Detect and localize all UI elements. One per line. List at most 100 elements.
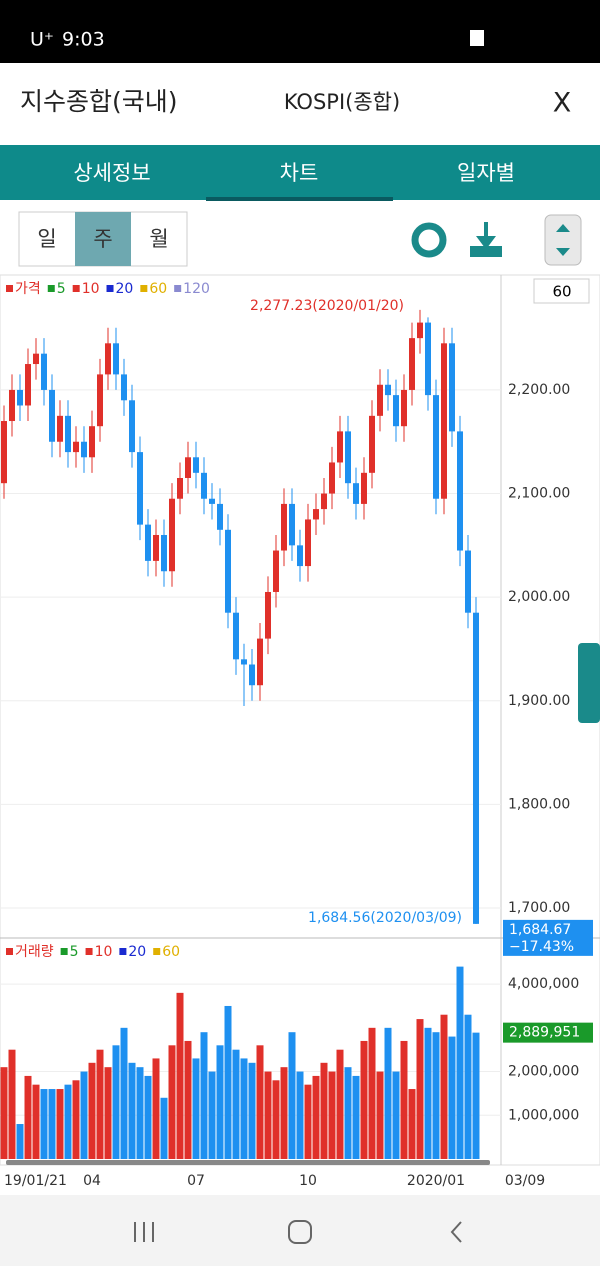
candle-body bbox=[321, 493, 327, 510]
volume-bar bbox=[360, 1040, 368, 1159]
period-button[interactable]: 주 bbox=[93, 227, 112, 251]
y-tick-label: 2,200.00 bbox=[508, 382, 570, 398]
volume-bar bbox=[112, 1045, 120, 1159]
volume-bar bbox=[64, 1084, 72, 1159]
candle-body bbox=[409, 338, 415, 390]
volume-bar bbox=[32, 1084, 40, 1159]
expand-icon bbox=[556, 224, 570, 256]
candle-body bbox=[377, 384, 383, 416]
volume-bar bbox=[152, 1058, 160, 1159]
legend-swatch bbox=[47, 285, 55, 292]
volume-bar bbox=[56, 1089, 64, 1159]
candle-body bbox=[449, 343, 455, 432]
candle-body bbox=[145, 524, 151, 561]
expand-button[interactable] bbox=[544, 214, 582, 266]
volume-bar bbox=[184, 1040, 192, 1159]
candle-body bbox=[281, 503, 287, 551]
close-button[interactable]: X bbox=[553, 88, 572, 119]
candle-body bbox=[249, 664, 255, 686]
volume-bar bbox=[312, 1075, 320, 1159]
tab[interactable]: 상세정보 bbox=[73, 161, 150, 185]
candle-body bbox=[89, 426, 95, 458]
candle-body bbox=[105, 343, 111, 375]
volume-bar bbox=[328, 1071, 336, 1159]
candle-body bbox=[257, 638, 263, 686]
nav-recent[interactable] bbox=[134, 1222, 154, 1242]
candle-body bbox=[65, 415, 71, 453]
legend-label: 20 bbox=[116, 281, 134, 297]
candle-body bbox=[273, 550, 279, 592]
nav-bar bbox=[0, 1195, 600, 1266]
candle-body bbox=[209, 498, 215, 504]
candle-body bbox=[433, 395, 439, 499]
volume-bar bbox=[280, 1067, 288, 1159]
candle-body bbox=[81, 441, 87, 458]
tab[interactable]: 차트 bbox=[280, 161, 319, 185]
volume-bar bbox=[168, 1045, 176, 1159]
header-left: 지수종합(국내) bbox=[20, 87, 178, 116]
candle-body bbox=[265, 591, 271, 639]
candle-body bbox=[401, 389, 407, 427]
price-tag bbox=[503, 919, 593, 956]
volume-bar bbox=[456, 966, 464, 1159]
high-annotation: 2,277.23(2020/01/20) bbox=[250, 298, 404, 314]
y-tick-label: 1,000,000 bbox=[508, 1107, 579, 1123]
candle-body bbox=[313, 509, 319, 520]
volume-bar bbox=[160, 1097, 168, 1159]
volume-bar bbox=[200, 1032, 208, 1159]
low-annotation: 1,684.56(2020/03/09) bbox=[308, 910, 462, 926]
volume-bar bbox=[264, 1071, 272, 1159]
settings-icon[interactable] bbox=[411, 222, 447, 258]
legend-label: 5 bbox=[57, 281, 66, 297]
candle-body bbox=[361, 472, 367, 504]
candle-body bbox=[137, 452, 143, 525]
side-handle[interactable] bbox=[578, 643, 600, 723]
download-icon[interactable] bbox=[470, 222, 502, 257]
count-box[interactable] bbox=[533, 278, 590, 304]
tab[interactable]: 일자별 bbox=[457, 161, 515, 185]
period-button[interactable]: 일 bbox=[37, 227, 56, 251]
candle-body bbox=[393, 395, 399, 427]
price-tag-change: −17.43% bbox=[509, 939, 574, 955]
legend-swatch bbox=[72, 285, 80, 292]
nav-home[interactable] bbox=[288, 1220, 312, 1244]
candle-body bbox=[41, 353, 47, 390]
volume-bar bbox=[8, 1049, 16, 1159]
candle-body bbox=[241, 659, 247, 665]
legend-swatch bbox=[153, 948, 161, 955]
legend-label: 10 bbox=[82, 281, 100, 297]
volume-bar bbox=[344, 1067, 352, 1159]
candle-body bbox=[233, 612, 239, 660]
volume-bar bbox=[376, 1071, 384, 1159]
candle-body bbox=[9, 389, 15, 422]
legend-swatch bbox=[6, 285, 13, 292]
volume-bar bbox=[96, 1049, 104, 1159]
volume-bar bbox=[392, 1071, 400, 1159]
nav-back[interactable] bbox=[450, 1221, 462, 1243]
x-tick-label: 2020/01 bbox=[407, 1173, 465, 1189]
candle-body bbox=[297, 545, 303, 567]
y-tick-label: 4,000,000 bbox=[508, 976, 579, 992]
legend-swatch bbox=[85, 948, 93, 955]
legend-label: 120 bbox=[183, 281, 210, 297]
volume-bar bbox=[216, 1045, 224, 1159]
period-button[interactable]: 월 bbox=[149, 227, 168, 251]
volume-bar bbox=[304, 1084, 312, 1159]
legend-swatch bbox=[106, 285, 114, 292]
volume-bar bbox=[72, 1080, 80, 1159]
candle-body bbox=[305, 519, 311, 567]
candle-body bbox=[289, 503, 295, 546]
candle-body bbox=[441, 343, 447, 499]
volume-bar bbox=[128, 1062, 136, 1159]
tab-bar bbox=[0, 145, 600, 200]
candle-body bbox=[345, 431, 351, 484]
legend-label: 5 bbox=[70, 944, 79, 960]
volume-bar bbox=[16, 1124, 24, 1159]
candle-body bbox=[217, 503, 223, 530]
x-tick-label: 19/01/21 bbox=[4, 1173, 67, 1189]
candle-body bbox=[129, 400, 135, 453]
legend-swatch bbox=[140, 285, 148, 292]
candle-body bbox=[457, 431, 463, 551]
volume-bar bbox=[448, 1036, 456, 1159]
